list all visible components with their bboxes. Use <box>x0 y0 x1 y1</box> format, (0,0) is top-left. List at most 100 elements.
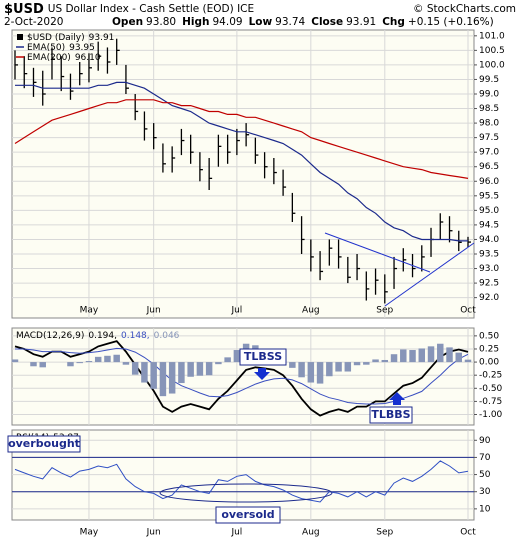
annotation-box <box>215 506 281 524</box>
y-tick-label: 101.0 <box>479 31 505 41</box>
series-name: $USD (Daily) <box>27 33 85 43</box>
y-tick-label: 93.5 <box>479 250 499 260</box>
y-tick-label: 92.0 <box>479 293 499 303</box>
histogram-bar <box>464 359 472 363</box>
annotation: TLBSS <box>244 350 282 363</box>
legend-label: EMA(200) 96.10 <box>27 53 101 63</box>
histogram-bar <box>372 359 379 363</box>
annotation: overbought <box>8 437 80 450</box>
y-tick-label: 98.5 <box>479 104 499 114</box>
histogram-bar <box>122 362 130 365</box>
y-tick-label: 99.5 <box>479 75 499 85</box>
histogram-bar <box>159 362 167 397</box>
value: 94.09 <box>213 16 243 28</box>
x-tick-label: Jun <box>146 306 161 316</box>
x-tick-label: May <box>80 306 99 316</box>
label: Chg <box>382 16 405 28</box>
annotation-box <box>239 348 287 366</box>
y-tick-label: 94.5 <box>479 220 499 230</box>
histogram-bar <box>113 354 120 363</box>
date: 2-Oct-2020 <box>4 16 63 28</box>
series-last: 96.10 <box>75 53 101 63</box>
x-tick-label: Sep <box>376 528 393 538</box>
y-tick-label: 93.0 <box>479 264 499 274</box>
histogram-bar <box>335 362 342 372</box>
histogram-bar <box>196 362 204 376</box>
histogram-bar <box>289 362 296 368</box>
arrow <box>389 392 405 405</box>
y-tick-label: 100.0 <box>479 60 505 70</box>
y-tick-label: -0.75 <box>479 397 502 407</box>
plot: 92.0 92.5 93.0 93.5 94.0 94.5 95.0 95.5 96.0 96.5… <box>11 29 505 538</box>
histogram-bar <box>39 362 46 368</box>
histogram-bar <box>85 361 93 363</box>
y-tick-label: 0.50 <box>479 331 499 341</box>
arrow <box>254 368 270 380</box>
highlight <box>159 483 333 503</box>
histogram-bar <box>390 354 398 363</box>
label: Open <box>112 16 143 28</box>
y-tick-label: 92.5 <box>479 279 499 289</box>
credit: © StockCharts.com <box>413 3 516 15</box>
trend-line <box>324 232 431 273</box>
histogram-bar <box>427 346 435 363</box>
overlay-line <box>15 81 468 242</box>
histogram-bar <box>224 357 231 363</box>
label: High <box>182 16 209 28</box>
histogram-bar <box>168 362 176 394</box>
quote: Open 93.80 High 94.09 Low 93.74 Close 93.91 Chg +… <box>112 16 494 28</box>
label: Close <box>311 16 343 28</box>
x-tick-label: Jul <box>230 528 242 538</box>
histogram-bar <box>178 362 185 384</box>
y-tick-label: -0.50 <box>479 384 503 394</box>
description: US Dollar Index - Cash Settle (EOD) ICE <box>48 3 254 15</box>
histogram-bar <box>363 362 370 365</box>
y-tick-label: 96.5 <box>479 162 499 172</box>
y-tick-label: 100.5 <box>479 46 505 56</box>
series-last: 93.91 <box>89 33 115 43</box>
histogram-bar <box>298 362 305 378</box>
indicator-last: 0.194, <box>88 331 117 341</box>
histogram-bar <box>400 349 407 363</box>
y-tick-label: 96.0 <box>479 177 499 187</box>
series-name: EMA(200) <box>27 53 71 63</box>
histogram-bar <box>76 362 83 364</box>
value: 93.80 <box>146 16 176 28</box>
legend-swatch <box>17 34 23 40</box>
histogram-bar <box>307 362 315 383</box>
histogram-bar <box>409 350 416 363</box>
legend-label: EMA(50) 93.95 <box>27 43 95 53</box>
histogram-bar <box>104 355 111 363</box>
x-tick-label: May <box>80 528 99 538</box>
y-tick-label: -0.25 <box>479 371 502 381</box>
indicator-line <box>14 340 469 417</box>
y-tick-label: 10 <box>479 504 491 514</box>
histogram-bar <box>344 362 352 372</box>
histogram-bar <box>418 348 426 363</box>
histogram-bar <box>94 356 102 363</box>
y-tick-label: -1.00 <box>479 410 503 420</box>
annotation: oversold <box>221 508 274 521</box>
y-tick-label: 70 <box>479 453 491 463</box>
y-tick-label: 95.5 <box>479 191 499 201</box>
histogram-bar <box>353 362 361 366</box>
x-tick-label: Sep <box>376 306 393 316</box>
indicator-last: 0.148, <box>121 331 150 341</box>
indicator-line <box>14 460 469 503</box>
indicator-name: MACD(12,26,9) <box>16 331 84 341</box>
annotation-box <box>7 435 81 453</box>
annotation-box <box>369 406 413 424</box>
x-tick-label: Jul <box>230 306 242 316</box>
value: +0.15 (+0.16%) <box>408 16 494 28</box>
x-tick-label: Aug <box>302 528 320 538</box>
histogram-bar <box>187 362 194 377</box>
indicator-line <box>15 347 469 405</box>
trend-line <box>384 242 475 307</box>
y-tick-label: 90 <box>479 436 491 446</box>
x-tick-label: Jun <box>146 528 161 538</box>
y-tick-label: 97.0 <box>479 148 499 158</box>
histogram-bar <box>150 362 157 389</box>
histogram-bar <box>326 362 333 377</box>
overlay-line <box>14 99 469 179</box>
